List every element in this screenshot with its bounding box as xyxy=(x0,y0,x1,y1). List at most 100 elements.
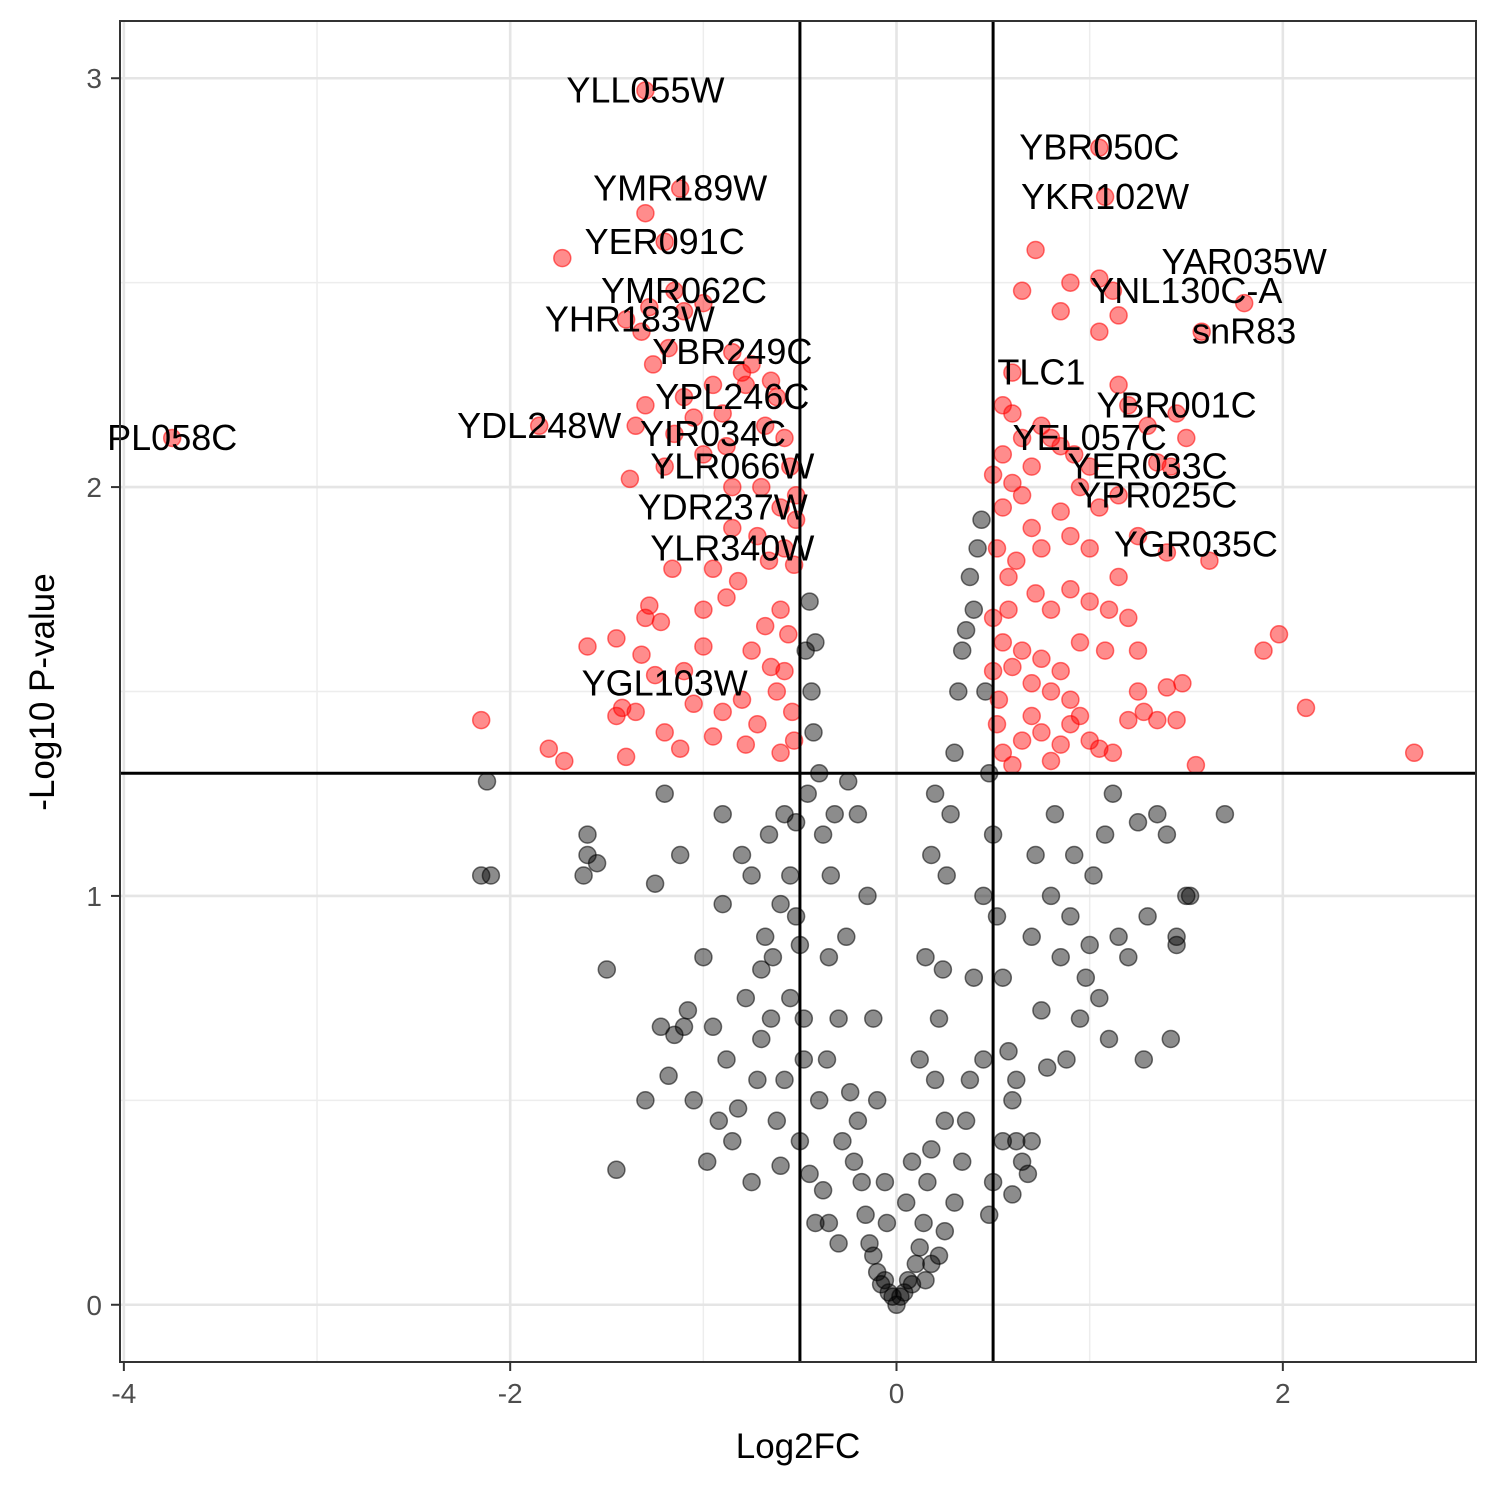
significant-point xyxy=(1022,518,1041,538)
significant-point xyxy=(1061,580,1080,599)
non-significant-point xyxy=(821,866,841,885)
significant-point xyxy=(1061,526,1080,546)
non-significant-point xyxy=(844,1152,864,1171)
non-significant-point xyxy=(674,1017,694,1037)
significant-point xyxy=(732,690,752,709)
significant-point xyxy=(775,539,794,558)
non-significant-point xyxy=(645,874,665,893)
y-tick-label: 3 xyxy=(86,63,102,94)
significant-point xyxy=(993,445,1013,464)
non-significant-point xyxy=(838,772,858,791)
significant-point xyxy=(1099,600,1119,619)
significant-point xyxy=(1138,416,1157,436)
significant-point xyxy=(742,641,761,660)
non-significant-point xyxy=(1215,804,1235,824)
significant-point xyxy=(1109,306,1128,325)
non-significant-point xyxy=(840,1082,860,1102)
significant-point xyxy=(1051,502,1070,521)
non-significant-point xyxy=(1103,784,1123,803)
non-significant-point xyxy=(752,960,771,979)
significant-point xyxy=(1080,592,1099,611)
non-significant-point xyxy=(798,784,817,803)
significant-point xyxy=(1177,428,1196,448)
gene-label: YBR050C xyxy=(1019,127,1179,168)
significant-point xyxy=(665,281,684,301)
significant-point xyxy=(694,600,713,619)
non-significant-point xyxy=(910,1050,929,1069)
significant-point xyxy=(767,387,787,407)
non-significant-point xyxy=(1134,1050,1154,1069)
gene-label: YMR189W xyxy=(593,168,767,209)
gene-label: YPL246C xyxy=(655,376,809,417)
non-significant-point xyxy=(481,866,501,885)
significant-point xyxy=(1095,641,1115,660)
non-significant-point xyxy=(767,1111,787,1131)
non-significant-point xyxy=(864,1246,883,1265)
non-significant-point xyxy=(713,894,732,914)
non-significant-point xyxy=(728,1099,748,1118)
non-significant-point xyxy=(858,886,877,906)
significant-point xyxy=(674,387,694,407)
non-significant-point xyxy=(703,1017,723,1037)
significant-point xyxy=(748,526,767,546)
significant-point xyxy=(471,710,491,730)
non-significant-point xyxy=(813,825,833,844)
non-significant-point xyxy=(477,772,497,791)
gene-label: YAR035W xyxy=(1161,241,1326,282)
non-significant-point xyxy=(902,1275,922,1294)
significant-point xyxy=(1148,710,1167,730)
non-significant-point xyxy=(574,866,593,885)
non-significant-point xyxy=(956,1111,976,1131)
non-significant-point xyxy=(742,866,761,885)
significant-point xyxy=(1128,682,1148,701)
gene-label: YLR066W xyxy=(650,446,814,487)
significant-point xyxy=(651,612,671,632)
significant-point xyxy=(742,355,761,374)
significant-point xyxy=(670,739,690,758)
non-significant-point xyxy=(684,1091,703,1110)
significant-point xyxy=(1109,375,1128,395)
non-significant-point xyxy=(875,1172,895,1192)
significant-point xyxy=(713,702,732,722)
non-significant-point xyxy=(896,1193,916,1212)
significant-point xyxy=(736,375,756,395)
non-significant-point xyxy=(922,1140,941,1159)
non-significant-point xyxy=(1119,947,1138,967)
y-tick-label: 2 xyxy=(86,472,102,503)
non-significant-point xyxy=(781,866,800,885)
significant-point xyxy=(713,404,732,423)
significant-point xyxy=(748,714,767,734)
significant-point xyxy=(755,616,775,636)
non-significant-point xyxy=(922,845,941,865)
non-significant-point xyxy=(694,947,713,967)
significant-point xyxy=(736,735,756,754)
significant-point xyxy=(771,498,790,517)
x-tick-label: -4 xyxy=(111,1378,136,1409)
significant-point xyxy=(632,645,651,664)
significant-point xyxy=(655,723,674,742)
non-significant-point xyxy=(825,804,844,824)
significant-point xyxy=(1012,641,1032,660)
significant-point xyxy=(1090,269,1109,288)
non-significant-point xyxy=(1070,1009,1090,1028)
gene-label: YER033C xyxy=(1068,446,1228,487)
x-tick-label: 2 xyxy=(1275,1378,1291,1409)
non-significant-point xyxy=(709,1111,729,1131)
non-significant-point xyxy=(1018,1164,1038,1184)
significant-point xyxy=(694,637,713,656)
gene-label: YDR237W xyxy=(638,487,808,528)
non-significant-point xyxy=(1076,968,1096,987)
significant-point xyxy=(694,445,713,464)
significant-point xyxy=(1041,682,1061,701)
non-significant-point xyxy=(736,988,756,1008)
significant-point xyxy=(684,408,703,427)
significant-point xyxy=(989,690,1009,709)
significant-point xyxy=(1003,473,1022,493)
significant-point xyxy=(1109,486,1128,505)
significant-point xyxy=(674,302,694,321)
significant-point xyxy=(612,698,632,718)
non-significant-point xyxy=(659,1066,678,1086)
non-significant-point xyxy=(1007,1131,1026,1151)
non-significant-point xyxy=(1022,1131,1041,1151)
gene-label: YKR102W xyxy=(1021,176,1189,217)
